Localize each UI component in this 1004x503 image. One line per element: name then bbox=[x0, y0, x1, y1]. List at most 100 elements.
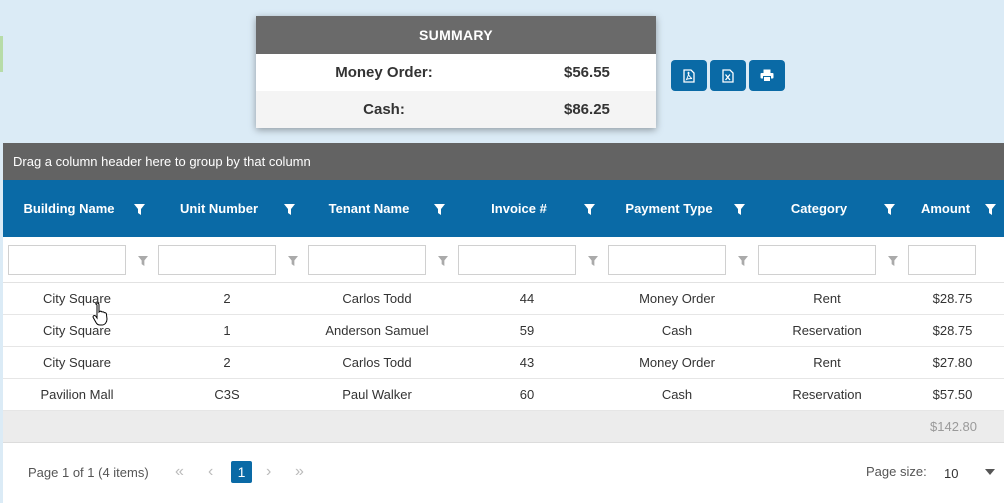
filter-icon[interactable] bbox=[138, 256, 148, 266]
cell-tenant-name: Paul Walker bbox=[342, 387, 412, 402]
filter-icon[interactable] bbox=[584, 204, 595, 215]
filter-icon[interactable] bbox=[588, 256, 598, 266]
pdf-file-icon bbox=[683, 68, 695, 83]
cell-amount: $27.80 bbox=[932, 355, 973, 370]
cell-category: Reservation bbox=[792, 387, 862, 402]
cell-tenant-name: Carlos Todd bbox=[342, 355, 412, 370]
pager-info: Page 1 of 1 (4 items) bbox=[28, 465, 149, 480]
column-header-label: Building Name bbox=[23, 201, 115, 216]
cell-category: Rent bbox=[813, 291, 841, 306]
filter-cell-invoice bbox=[453, 237, 603, 282]
filter-input-tenant-name[interactable] bbox=[308, 245, 426, 275]
column-header-amount[interactable]: Amount bbox=[903, 180, 1004, 237]
filter-row bbox=[3, 237, 1004, 283]
export-toolbar bbox=[671, 60, 785, 91]
filter-icon[interactable] bbox=[738, 256, 748, 266]
summary-label: Cash: bbox=[363, 101, 405, 118]
last-page-icon[interactable]: » bbox=[295, 463, 304, 480]
cell-category: Rent bbox=[813, 355, 841, 370]
filter-cell-tenant-name bbox=[303, 237, 453, 282]
filter-input-unit-number[interactable] bbox=[158, 245, 276, 275]
filter-cell-building-name bbox=[3, 237, 153, 282]
cell-invoice: 60 bbox=[519, 387, 535, 402]
column-header-invoice[interactable]: Invoice # bbox=[453, 180, 603, 237]
filter-input-amount[interactable] bbox=[908, 245, 976, 275]
cell-building-name: City Square bbox=[43, 355, 111, 370]
filter-icon[interactable] bbox=[434, 204, 445, 215]
cell-tenant-name: Anderson Samuel bbox=[325, 323, 429, 338]
filter-icon[interactable] bbox=[734, 204, 745, 215]
filter-icon[interactable] bbox=[888, 256, 898, 266]
filter-cell-category bbox=[753, 237, 903, 282]
cell-category: Reservation bbox=[792, 323, 862, 338]
column-header-tenant-name[interactable]: Tenant Name bbox=[303, 180, 453, 237]
table-row[interactable]: Pavilion Mall C3S Paul Walker 60 Cash Re… bbox=[3, 379, 1004, 411]
first-page-icon[interactable]: « bbox=[175, 463, 184, 480]
summary-card: SUMMARY Money Order: $56.55 Cash: $86.25 bbox=[256, 16, 656, 128]
export-pdf-button[interactable] bbox=[671, 60, 707, 91]
filter-input-payment-type[interactable] bbox=[608, 245, 726, 275]
table-row[interactable]: City Square 1 Anderson Samuel 59 Cash Re… bbox=[3, 315, 1004, 347]
column-header-label: Invoice # bbox=[491, 201, 547, 216]
page-size-label: Page size: bbox=[866, 464, 927, 479]
cell-building-name: City Square bbox=[43, 323, 111, 338]
column-header-category[interactable]: Category bbox=[753, 180, 903, 237]
page-size-select[interactable]: 10 bbox=[944, 466, 959, 481]
filter-input-invoice[interactable] bbox=[458, 245, 576, 275]
column-header-payment-type[interactable]: Payment Type bbox=[603, 180, 753, 237]
summary-value: $86.25 bbox=[564, 101, 610, 118]
current-page-button[interactable]: 1 bbox=[231, 461, 252, 483]
cell-invoice: 43 bbox=[519, 355, 535, 370]
export-excel-button[interactable] bbox=[710, 60, 746, 91]
cell-payment-type: Cash bbox=[661, 387, 693, 402]
cell-payment-type: Money Order bbox=[639, 355, 715, 370]
cell-unit-number: C3S bbox=[214, 387, 240, 402]
cell-unit-number: 1 bbox=[223, 323, 231, 338]
left-accent-bar bbox=[0, 36, 3, 72]
cell-building-name: City Square bbox=[43, 291, 111, 306]
filter-icon[interactable] bbox=[288, 256, 298, 266]
cell-payment-type: Money Order bbox=[639, 291, 715, 306]
filter-input-building-name[interactable] bbox=[8, 245, 126, 275]
print-button[interactable] bbox=[749, 60, 785, 91]
cell-invoice: 44 bbox=[519, 291, 535, 306]
summary-value: $56.55 bbox=[564, 64, 610, 81]
filter-icon[interactable] bbox=[985, 204, 996, 215]
hand-cursor-icon bbox=[92, 302, 108, 326]
filter-input-category[interactable] bbox=[758, 245, 876, 275]
column-header-label: Amount bbox=[920, 201, 971, 216]
excel-file-icon bbox=[722, 68, 734, 83]
cell-amount: $28.75 bbox=[932, 323, 973, 338]
cell-amount: $28.75 bbox=[932, 291, 973, 306]
pager: Page 1 of 1 (4 items) « ‹ 1 › » Page siz… bbox=[3, 443, 1004, 503]
summary-title: SUMMARY bbox=[256, 16, 656, 54]
cell-invoice: 59 bbox=[519, 323, 535, 338]
table-row[interactable]: City Square 2 Carlos Todd 44 Money Order… bbox=[3, 283, 1004, 315]
cell-unit-number: 2 bbox=[223, 291, 231, 306]
filter-icon[interactable] bbox=[134, 204, 145, 215]
total-summary-row: $142.80 bbox=[3, 411, 1004, 443]
summary-row-cash: Cash: $86.25 bbox=[256, 91, 656, 128]
column-header-unit-number[interactable]: Unit Number bbox=[153, 180, 303, 237]
cell-tenant-name: Carlos Todd bbox=[342, 291, 412, 306]
group-by-panel[interactable]: Drag a column header here to group by th… bbox=[3, 143, 1004, 180]
filter-cell-payment-type bbox=[603, 237, 753, 282]
summary-row-money-order: Money Order: $56.55 bbox=[256, 54, 656, 91]
grid-header-row: Building Name Unit Number Tenant Name In… bbox=[3, 180, 1004, 237]
filter-icon[interactable] bbox=[284, 204, 295, 215]
summary-label: Money Order: bbox=[335, 64, 433, 81]
table-row[interactable]: City Square 2 Carlos Todd 43 Money Order… bbox=[3, 347, 1004, 379]
cell-amount: $57.50 bbox=[932, 387, 973, 402]
column-header-building-name[interactable]: Building Name bbox=[3, 180, 153, 237]
filter-icon[interactable] bbox=[438, 256, 448, 266]
next-page-icon[interactable]: › bbox=[266, 463, 272, 480]
cell-building-name: Pavilion Mall bbox=[40, 387, 114, 402]
chevron-down-icon[interactable] bbox=[985, 469, 995, 475]
column-header-label: Payment Type bbox=[625, 201, 713, 216]
cell-unit-number: 2 bbox=[223, 355, 231, 370]
column-header-label: Tenant Name bbox=[328, 201, 410, 216]
print-icon bbox=[760, 69, 774, 82]
prev-page-icon[interactable]: ‹ bbox=[208, 463, 214, 480]
payments-grid: Building Name Unit Number Tenant Name In… bbox=[3, 180, 1004, 503]
filter-icon[interactable] bbox=[884, 204, 895, 215]
